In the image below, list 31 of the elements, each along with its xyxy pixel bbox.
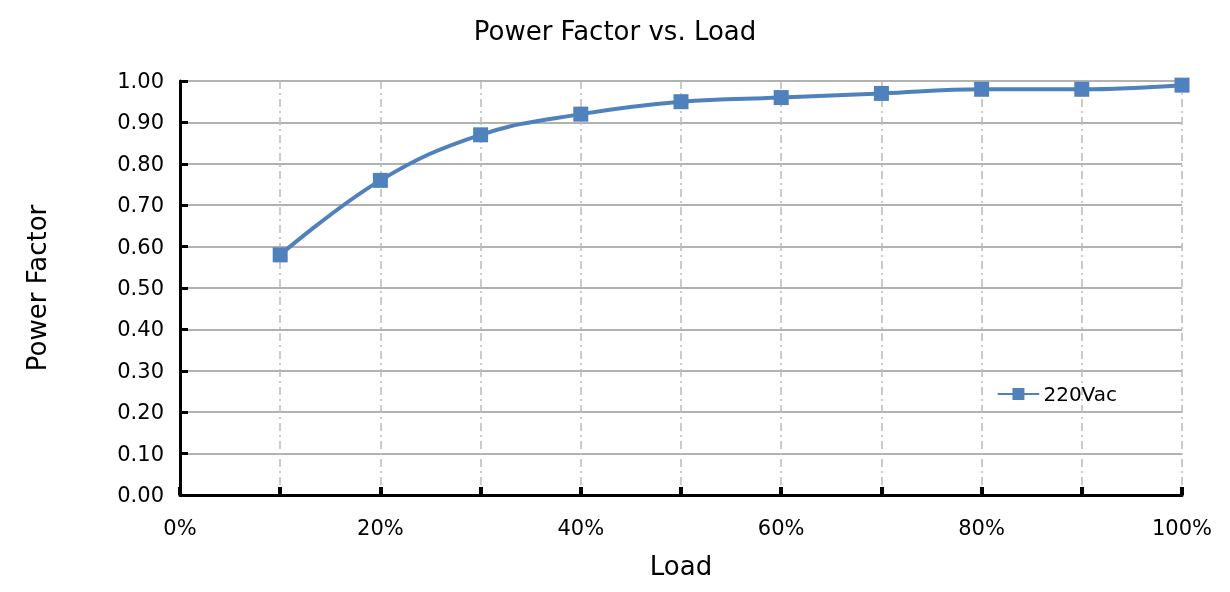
point <box>372 172 388 188</box>
y-tick-label: 0.90 <box>117 110 164 135</box>
y-tick-label: 0.30 <box>117 358 164 383</box>
y-tick-label: 0.20 <box>117 400 164 425</box>
point <box>773 90 789 106</box>
point <box>573 106 589 122</box>
y-tick-label: 0.10 <box>117 441 164 466</box>
y-tick-label: 0.80 <box>117 151 164 176</box>
x-tick-label: 60% <box>757 515 805 540</box>
x-tick-label: 20% <box>357 515 404 540</box>
chart-title: Power Factor vs. Load <box>473 16 757 46</box>
point <box>1074 81 1090 97</box>
y-tick-label: 0.70 <box>117 193 164 218</box>
point <box>873 85 889 101</box>
y-tick-label: 0.00 <box>117 483 164 507</box>
y-axis-title: Power Factor <box>22 204 52 372</box>
x-tick-label: 100% <box>1151 515 1213 540</box>
point <box>272 247 288 263</box>
x-tick-label: 0% <box>163 515 197 540</box>
point <box>473 127 489 143</box>
y-tick-label: 1.00 <box>117 69 164 93</box>
legend-label: 220Vac <box>1043 382 1118 406</box>
y-tick-label: 0.50 <box>117 276 164 300</box>
x-tick-label: 40% <box>557 515 605 540</box>
x-axis-title: Load <box>649 551 713 581</box>
y-tick-label: 0.40 <box>117 317 164 342</box>
x-tick-label: 80% <box>958 515 1005 540</box>
point <box>1174 77 1190 93</box>
point <box>673 94 689 110</box>
point <box>974 81 990 97</box>
y-tick-label: 0.60 <box>117 234 164 259</box>
